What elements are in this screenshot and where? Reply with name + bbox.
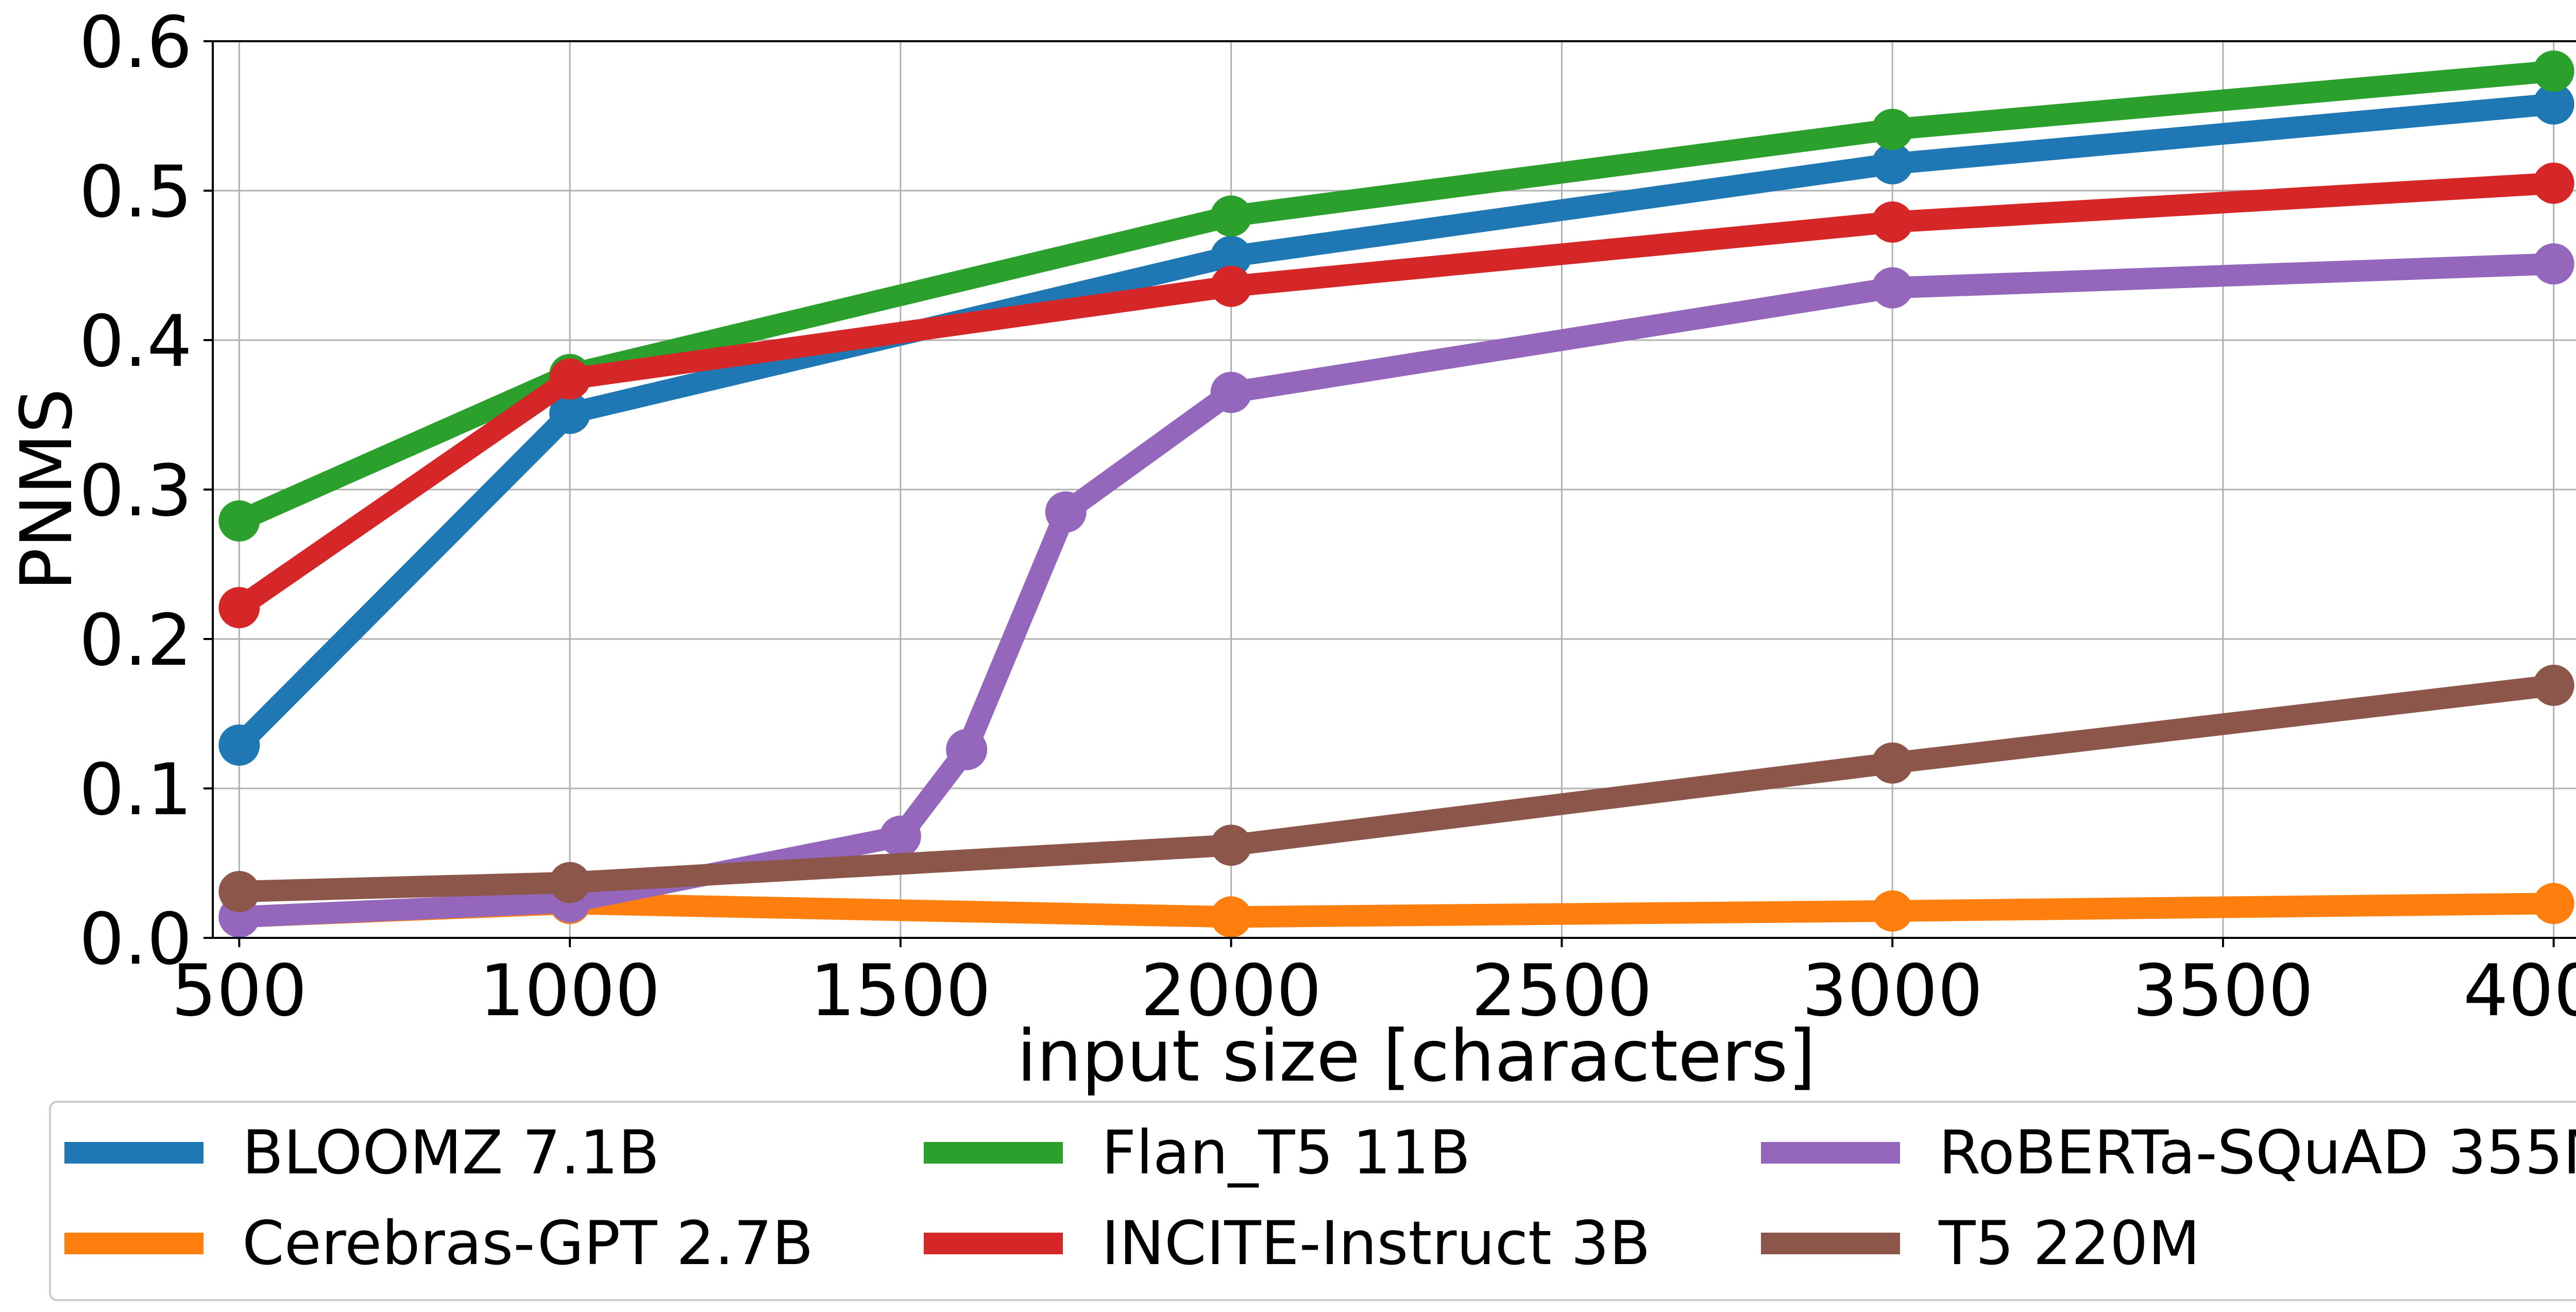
legend-label-t5-220m: T5 220M xyxy=(1938,1208,2200,1279)
data-point-t5-220m xyxy=(2533,664,2574,706)
series-bloomz-7-1b xyxy=(218,83,2574,766)
x-axis: 500 1000 1500 2000 2500 3000 3500 4000 xyxy=(172,938,2576,1032)
x-tick-label: 500 xyxy=(172,949,307,1032)
data-point-t5-220m xyxy=(549,862,591,903)
data-point-roberta-squad-355m xyxy=(1872,267,1913,309)
y-tick-label: 0.0 xyxy=(79,898,192,981)
data-point-flan-t5-11b xyxy=(1210,195,1252,237)
data-point-flan-t5-11b xyxy=(2533,51,2574,92)
data-point-bloomz-7-1b xyxy=(2533,83,2574,125)
x-axis-label: input size [characters] xyxy=(1017,1015,1816,1098)
data-point-cerebras-gpt-2-7b xyxy=(1872,890,1913,932)
x-tick-label: 4000 xyxy=(2463,949,2576,1032)
data-point-bloomz-7-1b xyxy=(1872,143,1913,184)
y-tick-label: 0.4 xyxy=(79,300,192,383)
data-point-t5-220m xyxy=(1872,742,1913,784)
data-point-cerebras-gpt-2-7b xyxy=(2533,883,2574,924)
legend-box xyxy=(49,1101,2576,1301)
series-roberta-squad-355m xyxy=(218,243,2574,938)
legend-label-flan-t5-11b: Flan_T5 11B xyxy=(1101,1117,1470,1188)
data-point-roberta-squad-355m xyxy=(946,729,988,770)
data-point-cerebras-gpt-2-7b xyxy=(1210,896,1252,938)
data-point-incite-instruct-3b xyxy=(1210,265,1252,307)
data-point-roberta-squad-355m xyxy=(1045,491,1087,533)
series-line-roberta-squad-355m xyxy=(228,253,2565,928)
y-tick-label: 0.5 xyxy=(79,150,192,233)
y-axis-label: PNMS xyxy=(5,388,88,591)
data-point-roberta-squad-355m xyxy=(2533,243,2574,285)
data-point-flan-t5-11b xyxy=(218,500,260,542)
series-t5-220m xyxy=(218,664,2574,913)
data-point-bloomz-7-1b xyxy=(218,724,260,766)
grid xyxy=(213,40,2576,939)
x-tick-label: 1500 xyxy=(810,949,991,1032)
series-layer xyxy=(218,51,2574,938)
x-tick-label: 3500 xyxy=(2132,949,2313,1032)
x-tick-label: 3000 xyxy=(1802,949,1983,1032)
data-point-incite-instruct-3b xyxy=(1872,201,1913,243)
x-tick-label: 2000 xyxy=(1141,949,1321,1032)
data-point-flan-t5-11b xyxy=(1872,109,1913,150)
y-tick-label: 0.3 xyxy=(79,449,192,532)
data-point-bloomz-7-1b xyxy=(549,393,591,434)
legend-label-cerebras-gpt-2-7b: Cerebras-GPT 2.7B xyxy=(242,1208,814,1279)
legend: BLOOMZ 7.1B Cerebras-GPT 2.7B Flan_T5 11B I… xyxy=(49,1101,2576,1301)
series-incite-instruct-3b xyxy=(218,162,2574,629)
y-axis: 0.0 0.1 0.2 0.3 0.4 0.5 0.6 xyxy=(79,1,213,981)
legend-label-incite-instruct-3b: INCITE-Instruct 3B xyxy=(1101,1208,1651,1279)
y-tick-label: 0.6 xyxy=(79,1,192,84)
x-tick-label: 2500 xyxy=(1471,949,1652,1032)
series-line-incite-instruct-3b xyxy=(228,172,2565,619)
data-point-incite-instruct-3b xyxy=(218,587,260,629)
data-point-roberta-squad-355m xyxy=(879,815,921,857)
data-point-t5-220m xyxy=(218,871,260,913)
y-tick-label: 0.2 xyxy=(79,599,192,682)
data-point-incite-instruct-3b xyxy=(549,358,591,400)
legend-label-bloomz-7-1b: BLOOMZ 7.1B xyxy=(242,1117,659,1188)
y-tick-label: 0.1 xyxy=(79,748,192,831)
data-point-t5-220m xyxy=(1210,825,1252,866)
legend-label-roberta-squad-355m: RoBERTa-SQuAD 355M xyxy=(1939,1117,2576,1188)
data-point-roberta-squad-355m xyxy=(1210,372,1252,413)
data-point-incite-instruct-3b xyxy=(2533,162,2574,204)
data-point-bloomz-7-1b xyxy=(1210,236,1252,277)
x-tick-label: 1000 xyxy=(479,949,660,1032)
